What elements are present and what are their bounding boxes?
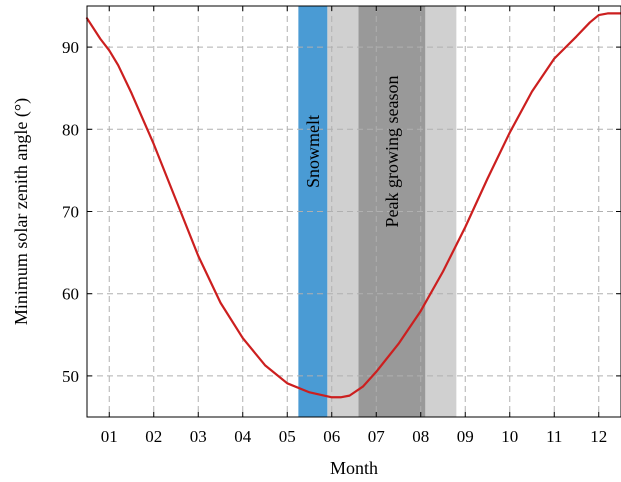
x-tick-label-5: 06 [323, 427, 340, 446]
x-tick-label-4: 05 [279, 427, 296, 446]
y-tick-label-4: 90 [62, 38, 79, 57]
x-tick-label-6: 07 [368, 427, 386, 446]
x-tick-label-2: 03 [190, 427, 207, 446]
data-lines [85, 12, 621, 399]
y-tick-label-2: 70 [62, 203, 79, 222]
x-tick-label-1: 02 [145, 427, 162, 446]
x-tick-label-9: 10 [501, 427, 518, 446]
y-axis-label: Minimum solar zenith angle (°) [11, 98, 32, 325]
series-line-0 [85, 12, 621, 399]
x-tick-label-10: 11 [546, 427, 562, 446]
band-labels: Peak growing season Snowmelt [303, 76, 402, 228]
grid [87, 6, 621, 417]
x-tick-label-11: 12 [590, 427, 607, 446]
x-tick-label-8: 09 [457, 427, 474, 446]
band-label-3: Snowmelt [303, 115, 323, 188]
y-tick-label-0: 50 [62, 367, 79, 386]
x-tick-label-7: 08 [412, 427, 429, 446]
x-axis-label: Month [330, 458, 378, 478]
band-label-1: Peak growing season [382, 76, 402, 228]
x-tick-label-3: 04 [234, 427, 252, 446]
axis-ticks: 01 02 03 04 05 06 07 08 09 10 11 12 50 60 70 80 90 [62, 6, 621, 446]
y-tick-label-1: 60 [62, 285, 79, 304]
y-tick-label-3: 80 [62, 120, 79, 139]
x-tick-label-0: 01 [101, 427, 118, 446]
